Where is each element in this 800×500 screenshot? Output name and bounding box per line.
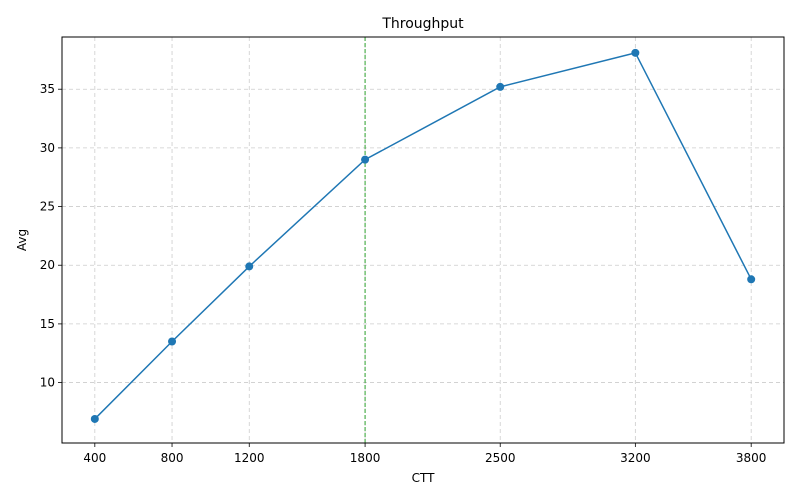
series-line: [94, 51, 752, 420]
y-axis-ticks: 10 15 20 25 30 35: [40, 82, 62, 390]
data-point: [168, 337, 177, 346]
data-point: [361, 155, 370, 164]
x-tick-label: 800: [161, 451, 184, 465]
data-point: [245, 262, 254, 271]
data-point: [496, 82, 505, 91]
grid: [62, 37, 784, 443]
x-tick-label: 1200: [234, 451, 265, 465]
data-point: [90, 414, 99, 423]
y-tick-label: 30: [40, 141, 55, 155]
plot-frame: [61, 36, 785, 444]
x-tick-label: 400: [83, 451, 106, 465]
data-point: [631, 48, 640, 57]
chart-title: Throughput: [381, 16, 464, 32]
series-layer: [90, 48, 756, 423]
x-tick-label: 2500: [485, 451, 516, 465]
y-axis-title: Avg: [15, 229, 29, 251]
y-tick-label: 15: [40, 317, 55, 331]
y-tick-label: 35: [40, 82, 55, 96]
y-tick-label: 10: [40, 376, 55, 390]
y-tick-label: 20: [40, 258, 55, 272]
x-tick-label: 3800: [736, 451, 767, 465]
x-axis-title: CTT: [412, 471, 435, 485]
x-tick-label: 1800: [350, 451, 381, 465]
x-tick-label: 3200: [620, 451, 651, 465]
data-point: [747, 275, 756, 284]
y-tick-label: 25: [40, 200, 55, 214]
x-axis-ticks: 400 800 1200 1800 2500 3200 3800: [83, 443, 766, 465]
